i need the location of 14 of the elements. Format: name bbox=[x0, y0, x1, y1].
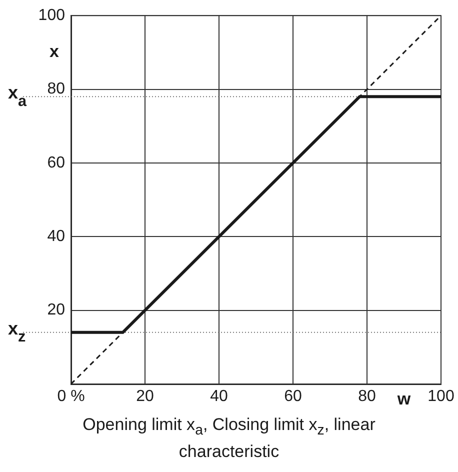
x-tick-label: 60 bbox=[284, 388, 302, 406]
y-tick-label: 40 bbox=[47, 228, 66, 246]
y-tick-label: 60 bbox=[47, 154, 66, 172]
y-tick-label: 20 bbox=[47, 302, 66, 319]
y-axis-title: x bbox=[50, 42, 60, 62]
x-tick-label: 0 % bbox=[57, 388, 85, 406]
x-tick-label: 20 bbox=[136, 388, 154, 406]
y-tick-label: 80 bbox=[47, 80, 66, 98]
x-axis-title: w bbox=[396, 390, 412, 409]
text: Opening limit x$_{a}$, Closing limit x$_{z}$, linear characteristic bbox=[82, 415, 376, 462]
x-tick-label: 40 bbox=[210, 388, 228, 406]
x-tick-label: 100 bbox=[428, 388, 454, 406]
y-tick-label: 100 bbox=[38, 7, 66, 24]
x-tick-label: 80 bbox=[358, 388, 376, 406]
